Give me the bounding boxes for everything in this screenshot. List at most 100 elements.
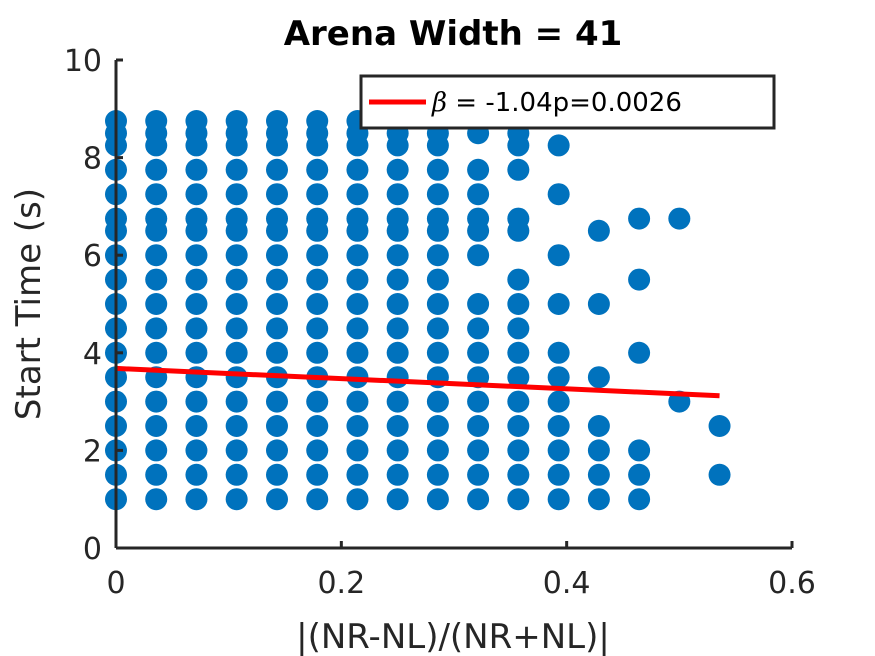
legend-label: β = -1.04p=0.0026 [431, 88, 682, 118]
scatter-point [547, 463, 570, 486]
scatter-point [547, 293, 570, 315]
scatter-point [266, 158, 289, 181]
scatter-point [346, 415, 369, 437]
scatter-point [346, 158, 369, 181]
scatter-point [185, 207, 208, 230]
scatter-point [225, 366, 248, 389]
scatter-point [225, 244, 248, 267]
scatter-point [306, 207, 329, 230]
y-tick-label: 4 [83, 337, 102, 372]
scatter-point [225, 183, 248, 206]
scatter-point [346, 268, 369, 291]
scatter-point [547, 134, 570, 157]
scatter-point [507, 341, 530, 364]
scatter-point [426, 293, 449, 315]
scatter-point [467, 207, 490, 230]
scatter-point [507, 293, 530, 315]
x-tick-label: 0.4 [543, 566, 591, 601]
scatter-point [467, 439, 490, 462]
scatter-point [467, 341, 490, 364]
scatter-point [185, 244, 208, 267]
scatter-point [507, 158, 530, 181]
data-points [105, 110, 731, 511]
scatter-point [225, 415, 248, 437]
scatter-point [708, 415, 731, 437]
scatter-point [507, 415, 530, 437]
scatter-point [426, 463, 449, 486]
scatter-point [306, 390, 329, 413]
scatter-point [145, 415, 168, 437]
legend: β = -1.04p=0.0026 [359, 74, 776, 130]
scatter-point [386, 390, 409, 413]
scatter-point [426, 488, 449, 511]
scatter-point [547, 488, 570, 511]
scatter-point [426, 317, 449, 340]
scatter-point [306, 183, 329, 206]
scatter-point [587, 415, 610, 437]
scatter-point [266, 390, 289, 413]
scatter-point [628, 341, 651, 364]
axes [114, 58, 794, 550]
scatter-point [386, 488, 409, 511]
scatter-point [145, 158, 168, 181]
scatter-point [507, 317, 530, 340]
scatter-point [145, 110, 168, 132]
scatter-point [426, 244, 449, 267]
scatter-point [266, 110, 289, 132]
chart-title: Arena Width = 41 [284, 14, 623, 54]
scatter-point [426, 207, 449, 230]
scatter-point [266, 415, 289, 437]
scatter-point [547, 415, 570, 437]
scatter-point [386, 183, 409, 206]
x-tick-label: 0.2 [317, 566, 365, 601]
scatter-point [225, 207, 248, 230]
scatter-point [185, 293, 208, 315]
scatter-point [507, 207, 530, 230]
x-tick-label: 0 [106, 566, 125, 601]
scatter-point [467, 183, 490, 206]
y-tick-label: 8 [83, 142, 102, 177]
scatter-point [145, 463, 168, 486]
scatter-point [266, 293, 289, 315]
y-tick-label: 6 [83, 239, 102, 274]
x-axis-label: |(NR-NL)/(NR+NL)| [296, 617, 610, 656]
scatter-point [306, 244, 329, 267]
scatter-point [225, 293, 248, 315]
scatter-point [145, 341, 168, 364]
y-axis-label: Start Time (s) [9, 188, 49, 420]
scatter-point [306, 488, 329, 511]
scatter-point [426, 390, 449, 413]
scatter-point [587, 488, 610, 511]
legend-box [359, 74, 776, 130]
scatter-point [426, 158, 449, 181]
scatter-point [467, 415, 490, 437]
scatter-point [266, 207, 289, 230]
fit-line-layer [115, 365, 720, 399]
scatter-point [266, 183, 289, 206]
scatter-point [386, 268, 409, 291]
scatter-point [628, 463, 651, 486]
scatter-point [185, 341, 208, 364]
scatter-point [386, 293, 409, 315]
scatter-point [507, 439, 530, 462]
scatter-point [346, 293, 369, 315]
scatter-point [145, 439, 168, 462]
scatter-point [346, 341, 369, 364]
scatter-point [547, 183, 570, 206]
scatter-point [266, 244, 289, 267]
scatter-point [507, 463, 530, 486]
scatter-point [185, 158, 208, 181]
scatter-point [587, 219, 610, 242]
scatter-point [185, 183, 208, 206]
scatter-point [145, 293, 168, 315]
scatter-point [386, 415, 409, 437]
scatter-point [467, 390, 490, 413]
scatter-point [507, 366, 530, 389]
scatter-point [386, 244, 409, 267]
scatter-point [386, 341, 409, 364]
scatter-point [386, 207, 409, 230]
scatter-point [266, 488, 289, 511]
scatter-point [628, 268, 651, 291]
scatter-point [467, 293, 490, 315]
scatter-point [628, 207, 651, 230]
